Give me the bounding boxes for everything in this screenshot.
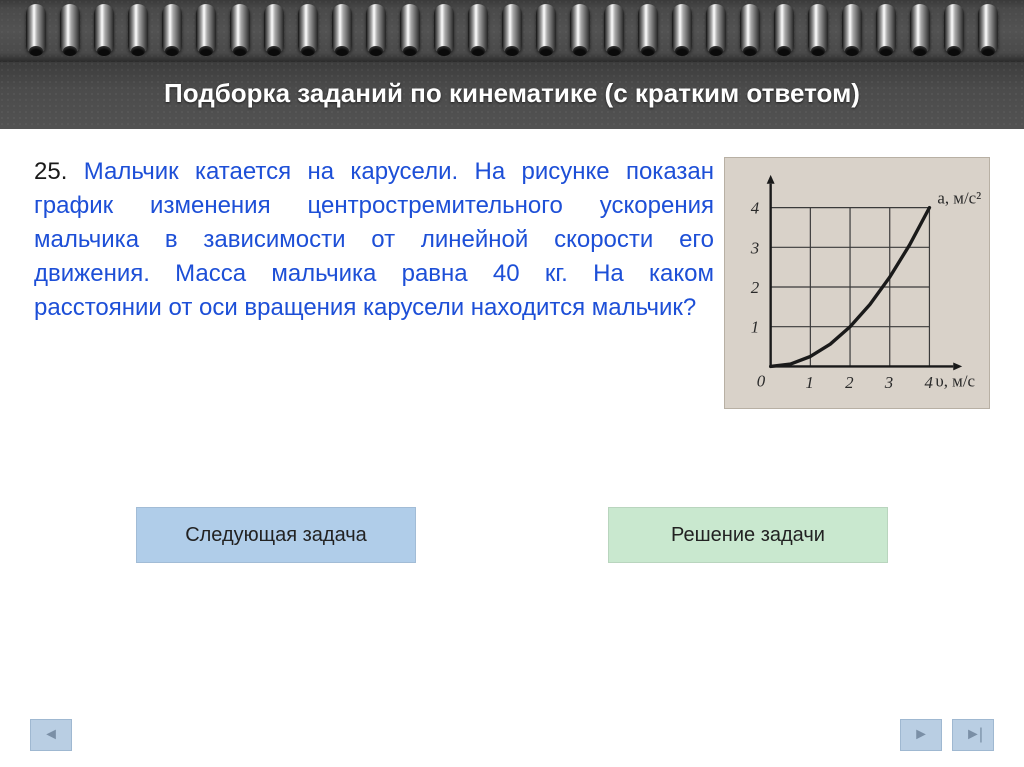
binding-ring — [944, 4, 964, 52]
binding-ring — [876, 4, 896, 52]
binding-ring — [264, 4, 284, 52]
binding-ring — [468, 4, 488, 52]
binding-ring — [774, 4, 794, 52]
binding-ring — [26, 4, 46, 52]
page-title: Подборка заданий по кинематике (с кратки… — [28, 78, 996, 109]
problem-body: Мальчик катается на карусели. На рисунке… — [34, 158, 714, 321]
binding-ring — [162, 4, 182, 52]
binding-ring — [978, 4, 998, 52]
acceleration-chart: 0 1 2 3 4 1 2 3 4 а, м/с² υ, м/с — [724, 157, 990, 409]
last-arrow-icon: ►| — [965, 726, 981, 744]
content-area: 25. Мальчик катается на карусели. На рис… — [0, 129, 1024, 409]
svg-text:3: 3 — [750, 238, 759, 257]
binding-ring — [298, 4, 318, 52]
svg-text:4: 4 — [751, 199, 760, 218]
next-arrow-icon: ► — [913, 726, 929, 744]
last-slide-button[interactable]: ►| — [952, 719, 994, 751]
binding-ring — [434, 4, 454, 52]
nav-footer: ◄ ► ►| — [0, 719, 1024, 751]
nav-right-group: ► ►| — [900, 719, 994, 751]
binding-ring — [366, 4, 386, 52]
next-task-label: Следующая задача — [185, 524, 367, 547]
binding-ring — [808, 4, 828, 52]
binding-ring — [910, 4, 930, 52]
binding-ring — [570, 4, 590, 52]
svg-text:3: 3 — [884, 373, 893, 392]
binding-ring — [842, 4, 862, 52]
binding-ring — [230, 4, 250, 52]
svg-text:2: 2 — [845, 373, 854, 392]
chart-svg: 0 1 2 3 4 1 2 3 4 а, м/с² υ, м/с — [725, 158, 989, 408]
svg-text:0: 0 — [757, 371, 766, 390]
svg-text:υ, м/с: υ, м/с — [935, 371, 975, 390]
spiral-binding — [0, 0, 1024, 62]
binding-ring — [638, 4, 658, 52]
binding-ring — [536, 4, 556, 52]
prev-arrow-icon: ◄ — [43, 726, 59, 744]
svg-text:4: 4 — [924, 373, 933, 392]
solution-button[interactable]: Решение задачи — [608, 507, 888, 563]
binding-ring — [740, 4, 760, 52]
binding-ring — [196, 4, 216, 52]
svg-text:1: 1 — [805, 373, 813, 392]
svg-text:а, м/с²: а, м/с² — [937, 189, 981, 208]
next-slide-button[interactable]: ► — [900, 719, 942, 751]
next-task-button[interactable]: Следующая задача — [136, 507, 416, 563]
binding-ring — [94, 4, 114, 52]
binding-ring — [502, 4, 522, 52]
binding-ring — [400, 4, 420, 52]
binding-ring — [672, 4, 692, 52]
title-band: Подборка заданий по кинематике (с кратки… — [0, 62, 1024, 129]
problem-text: 25. Мальчик катается на карусели. На рис… — [34, 155, 714, 325]
problem-column: 25. Мальчик катается на карусели. На рис… — [34, 155, 714, 409]
binding-ring — [604, 4, 624, 52]
binding-ring — [60, 4, 80, 52]
binding-ring — [332, 4, 352, 52]
problem-number: 25. — [34, 158, 67, 185]
svg-text:2: 2 — [751, 278, 760, 297]
buttons-row: Следующая задача Решение задачи — [0, 507, 1024, 563]
prev-slide-button[interactable]: ◄ — [30, 719, 72, 751]
binding-ring — [706, 4, 726, 52]
binding-ring — [128, 4, 148, 52]
svg-text:1: 1 — [751, 318, 759, 337]
solution-label: Решение задачи — [671, 524, 825, 547]
